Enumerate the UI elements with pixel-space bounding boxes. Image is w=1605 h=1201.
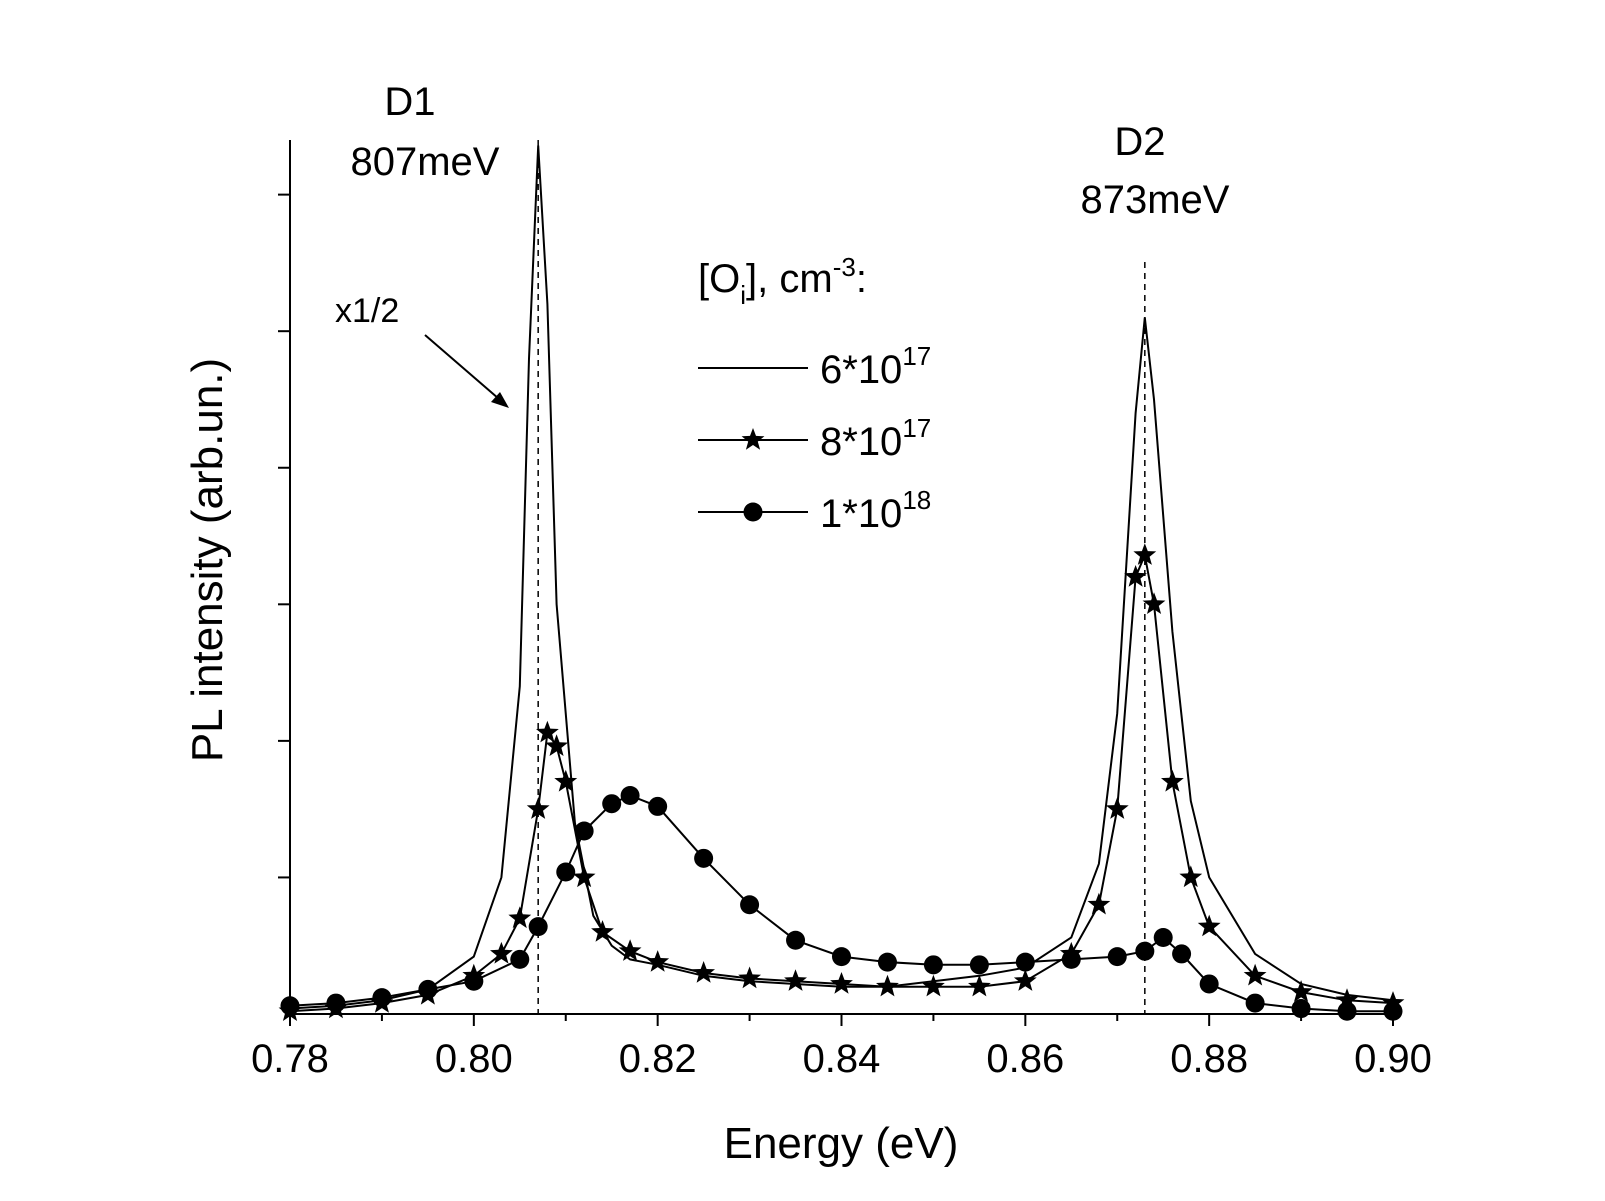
peak-label: D1 — [384, 80, 435, 124]
x-axis-label: Energy (eV) — [724, 1119, 959, 1168]
data-point — [572, 865, 596, 888]
x-tick-label: 0.84 — [803, 1037, 881, 1081]
data-point — [877, 952, 897, 972]
data-point — [280, 996, 300, 1016]
data-point — [618, 939, 642, 961]
peak-reference-lines — [537, 140, 1146, 1014]
data-point — [832, 947, 851, 967]
data-point — [1135, 941, 1155, 961]
data-point — [536, 720, 559, 743]
data-point — [648, 796, 668, 816]
data-point — [545, 734, 568, 756]
x-tick-label: 0.86 — [986, 1037, 1064, 1081]
data-point — [922, 974, 945, 997]
series-line — [289, 551, 1394, 1013]
data-point — [1383, 1001, 1403, 1021]
data-point — [1199, 974, 1219, 994]
peak-label: D2 — [1114, 120, 1165, 164]
data-point — [692, 961, 715, 983]
data-point — [1105, 797, 1129, 819]
y-axis-label: PL intensity (arb.un.) — [183, 358, 232, 762]
data-point — [1197, 914, 1221, 937]
data-point — [786, 930, 806, 950]
data-point — [1291, 999, 1311, 1019]
data-point — [694, 848, 714, 868]
data-point — [620, 786, 640, 805]
half-scale-arrow-head — [491, 392, 509, 408]
legend-title: [Oi], cm-3: — [698, 252, 867, 310]
data-point — [740, 895, 760, 915]
data-point — [1142, 592, 1166, 614]
data-point — [1013, 969, 1037, 991]
peak-energy-label: 873meV — [1081, 178, 1230, 222]
half-scale-label: x1/2 — [335, 292, 399, 330]
data-point — [1337, 1001, 1357, 1021]
data-point — [602, 794, 622, 814]
data-point — [1335, 988, 1359, 1011]
data-point — [1061, 949, 1081, 969]
data-point — [490, 941, 513, 964]
data-point — [591, 920, 614, 942]
data-point — [510, 949, 530, 969]
y-axis-ticks — [278, 193, 290, 879]
x-tick-label: 0.78 — [251, 1037, 329, 1081]
data-point — [1172, 944, 1192, 964]
data-point — [1015, 952, 1035, 972]
data-point — [464, 971, 484, 991]
data-point — [1161, 769, 1184, 792]
series-markers — [278, 543, 1405, 1021]
data-point — [784, 969, 807, 991]
data-point — [830, 972, 853, 994]
data-point — [1124, 565, 1147, 587]
data-point — [968, 974, 991, 997]
x-tick-label: 0.88 — [1170, 1037, 1248, 1081]
data-point — [418, 979, 438, 999]
data-point — [1243, 963, 1267, 986]
data-point — [1179, 865, 1203, 888]
data-point — [1107, 947, 1127, 967]
legend-label: 8*1017 — [820, 413, 931, 464]
legend-label: 6*1017 — [820, 341, 931, 392]
data-point — [1245, 993, 1265, 1013]
data-point — [646, 950, 670, 972]
data-point — [1087, 892, 1111, 915]
x-tick-label: 0.80 — [435, 1037, 513, 1081]
data-point — [372, 988, 392, 1008]
data-point — [969, 955, 989, 975]
data-point — [526, 797, 550, 819]
data-point — [556, 862, 576, 882]
data-point — [876, 974, 899, 997]
data-point — [528, 917, 548, 937]
data-point — [1133, 543, 1157, 565]
half-scale-annotation: x1/2 — [335, 292, 509, 408]
data-point — [508, 906, 532, 929]
plot-area: 0.78 0.80 0.82 0.84 0.86 0.88 0.90 — [251, 140, 1432, 1081]
x-tick-label: 0.82 — [619, 1037, 697, 1081]
legend-swatch-marker — [743, 502, 763, 522]
data-point — [1289, 980, 1313, 1002]
data-point — [574, 821, 594, 841]
data-point — [554, 769, 578, 792]
data-point — [326, 993, 346, 1013]
x-tick-label: 0.90 — [1354, 1037, 1432, 1081]
peak-energy-label: 807meV — [351, 140, 500, 184]
legend-swatch-marker — [741, 428, 765, 450]
legend-items: 6*1017 8*1017 1*1018 — [698, 341, 931, 536]
half-scale-arrow-line — [424, 334, 507, 406]
data-point — [1153, 928, 1173, 948]
x-axis-ticks: 0.78 0.80 0.82 0.84 0.86 0.88 0.90 — [251, 1014, 1432, 1081]
data-point — [738, 966, 761, 989]
legend-label: 1*1018 — [820, 485, 931, 536]
legend: [Oi], cm-3: 6*1017 8*1017 1*1018 — [698, 252, 931, 536]
data-point — [923, 955, 943, 975]
peak-annotations: D1 807meV D2 873meV — [351, 80, 1230, 222]
